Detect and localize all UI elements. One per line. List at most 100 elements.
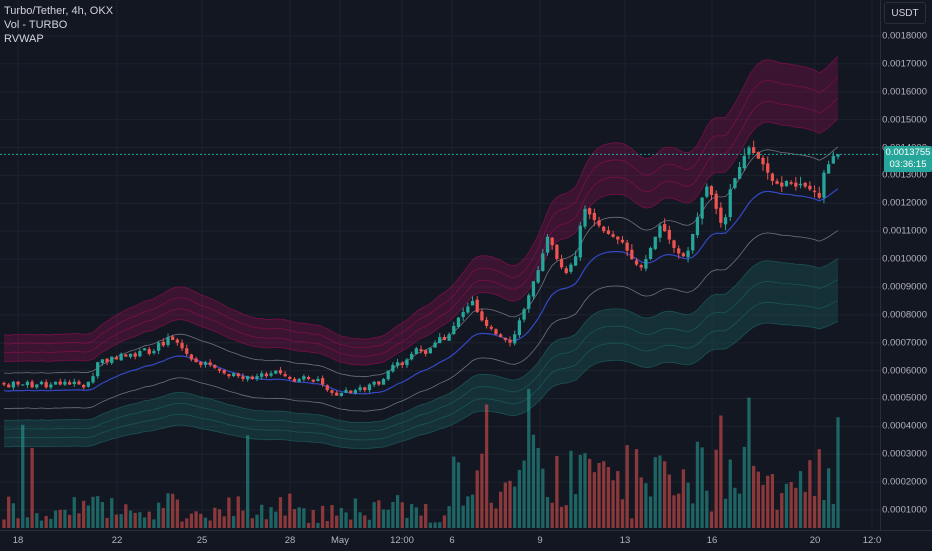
candle-body xyxy=(236,373,240,377)
volume-bar xyxy=(246,435,250,528)
volume-bar xyxy=(484,404,489,528)
candle-body xyxy=(405,359,409,366)
candle-body xyxy=(499,334,503,338)
volume-bar xyxy=(428,522,433,528)
candle-body xyxy=(564,268,568,273)
candle-body xyxy=(719,207,723,223)
candle-body xyxy=(602,226,606,232)
candle-body xyxy=(789,182,793,184)
time-tick-label: 6 xyxy=(449,535,455,546)
volume-bar xyxy=(367,519,372,528)
volume-bar xyxy=(77,513,81,528)
candle-body xyxy=(517,320,522,336)
volume-bar xyxy=(831,504,835,528)
currency-button[interactable]: USDT xyxy=(884,2,926,24)
price-tick-label: 0.0008000 xyxy=(882,309,927,321)
candle-body xyxy=(836,154,840,157)
price-tick-label: 0.0013000 xyxy=(882,169,927,181)
volume-bar xyxy=(171,493,175,528)
candle-body xyxy=(728,189,732,217)
candle-body xyxy=(794,182,798,187)
candle-body xyxy=(784,180,789,187)
volume-bar xyxy=(442,515,447,528)
candle-body xyxy=(578,225,582,258)
volume-bar xyxy=(414,507,418,528)
candle-body xyxy=(335,392,339,396)
candle-body xyxy=(527,295,531,309)
volume-bar xyxy=(82,500,86,528)
volume-bar xyxy=(133,512,137,528)
volume-bar xyxy=(573,494,578,528)
candle-body xyxy=(147,349,151,354)
symbol-title[interactable]: Turbo/Tether, 4h, OKX xyxy=(4,5,114,17)
volume-bar xyxy=(353,498,358,528)
time-tick-label: 20 xyxy=(809,535,821,546)
candle-body xyxy=(531,281,536,297)
volume-bar xyxy=(217,509,222,528)
price-tick-label: 0.0006000 xyxy=(882,365,927,377)
candle-body xyxy=(625,242,629,251)
volume-bar xyxy=(578,454,582,528)
candle-body xyxy=(7,384,11,388)
candle-body xyxy=(438,337,442,344)
candle-body xyxy=(133,353,137,357)
volume-bar xyxy=(602,461,606,528)
volume-indicator-label[interactable]: Vol - TURBO xyxy=(4,19,68,31)
chart-area[interactable]: Turbo/Tether, 4h, OKX Vol - TURBO RVWAP xyxy=(0,0,880,530)
candle-body xyxy=(714,193,718,209)
candle-body xyxy=(822,172,826,198)
candle-body xyxy=(400,362,404,366)
volume-bar xyxy=(264,519,269,528)
volume-bar xyxy=(311,510,315,528)
time-tick-label: 22 xyxy=(111,535,123,546)
candle-body xyxy=(358,387,362,391)
volume-bar xyxy=(344,512,348,528)
volume-bar xyxy=(817,449,821,528)
bar-countdown: 03:36:15 xyxy=(889,159,927,171)
volume-bar xyxy=(826,468,831,528)
candle-body xyxy=(339,392,343,396)
time-axis[interactable]: 18 22 25 28 May 12:00 6 9 13 16 20 12:0 xyxy=(0,530,932,551)
upper-band-line xyxy=(3,118,839,366)
volume-bar xyxy=(803,491,807,528)
volume-bar xyxy=(21,424,25,528)
volume-bar xyxy=(395,495,400,528)
price-chart[interactable] xyxy=(0,0,880,530)
volume-bars xyxy=(2,388,840,528)
candle-body xyxy=(63,381,67,385)
candle-body xyxy=(606,230,611,234)
candle-body xyxy=(306,376,311,379)
upper-band-line xyxy=(3,97,839,357)
volume-bar xyxy=(147,511,151,528)
candle-body xyxy=(30,381,34,388)
candle-body xyxy=(269,373,273,376)
volume-bar xyxy=(213,507,217,528)
price-axis[interactable]: 0.0018000 0.0017000 0.0016000 0.0015000 0.00… xyxy=(880,0,932,530)
candle-body xyxy=(686,250,690,258)
candle-body xyxy=(325,385,329,391)
candle-body xyxy=(161,341,165,346)
candle-body xyxy=(658,225,662,238)
volume-bar xyxy=(466,496,470,528)
candle-body xyxy=(246,376,250,380)
candle-body xyxy=(96,362,100,377)
time-tick-label: 25 xyxy=(196,535,208,546)
candle-body xyxy=(274,370,278,374)
volume-bar xyxy=(644,483,648,528)
candle-body xyxy=(653,236,657,249)
volume-bar xyxy=(53,510,58,528)
vwap-line xyxy=(3,188,839,395)
volume-bar xyxy=(737,493,742,528)
volume-bar xyxy=(639,477,643,528)
rvwap-indicator-label[interactable]: RVWAP xyxy=(4,33,44,45)
candle-body xyxy=(808,185,812,190)
candle-body xyxy=(49,384,53,388)
lower-band-line-fill xyxy=(4,258,838,449)
volume-bar xyxy=(175,499,179,528)
volume-bar xyxy=(475,470,479,528)
volume-bar xyxy=(105,517,109,528)
volume-bar xyxy=(96,496,100,528)
volume-bar xyxy=(424,503,428,528)
candle-body xyxy=(550,237,554,246)
volume-bar xyxy=(770,473,775,528)
